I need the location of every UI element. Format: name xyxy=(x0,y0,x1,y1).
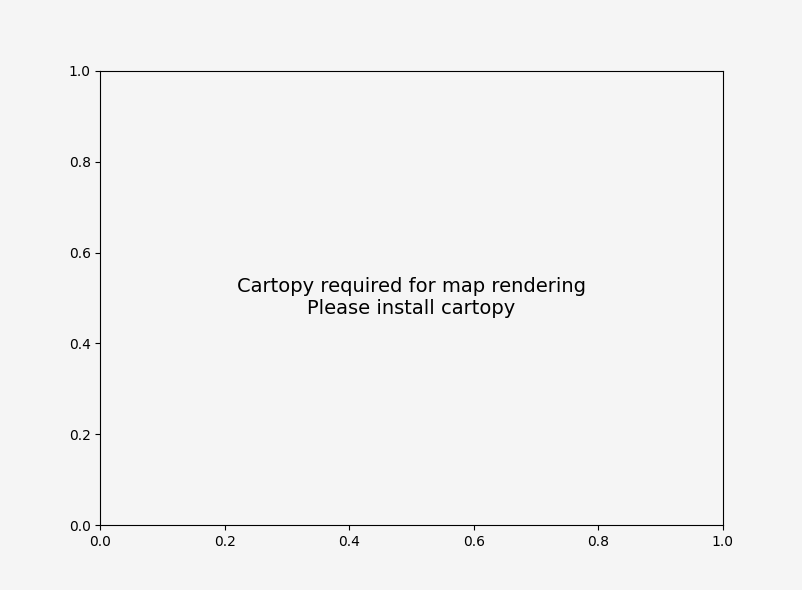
Text: Cartopy required for map rendering
Please install cartopy: Cartopy required for map rendering Pleas… xyxy=(237,277,585,319)
